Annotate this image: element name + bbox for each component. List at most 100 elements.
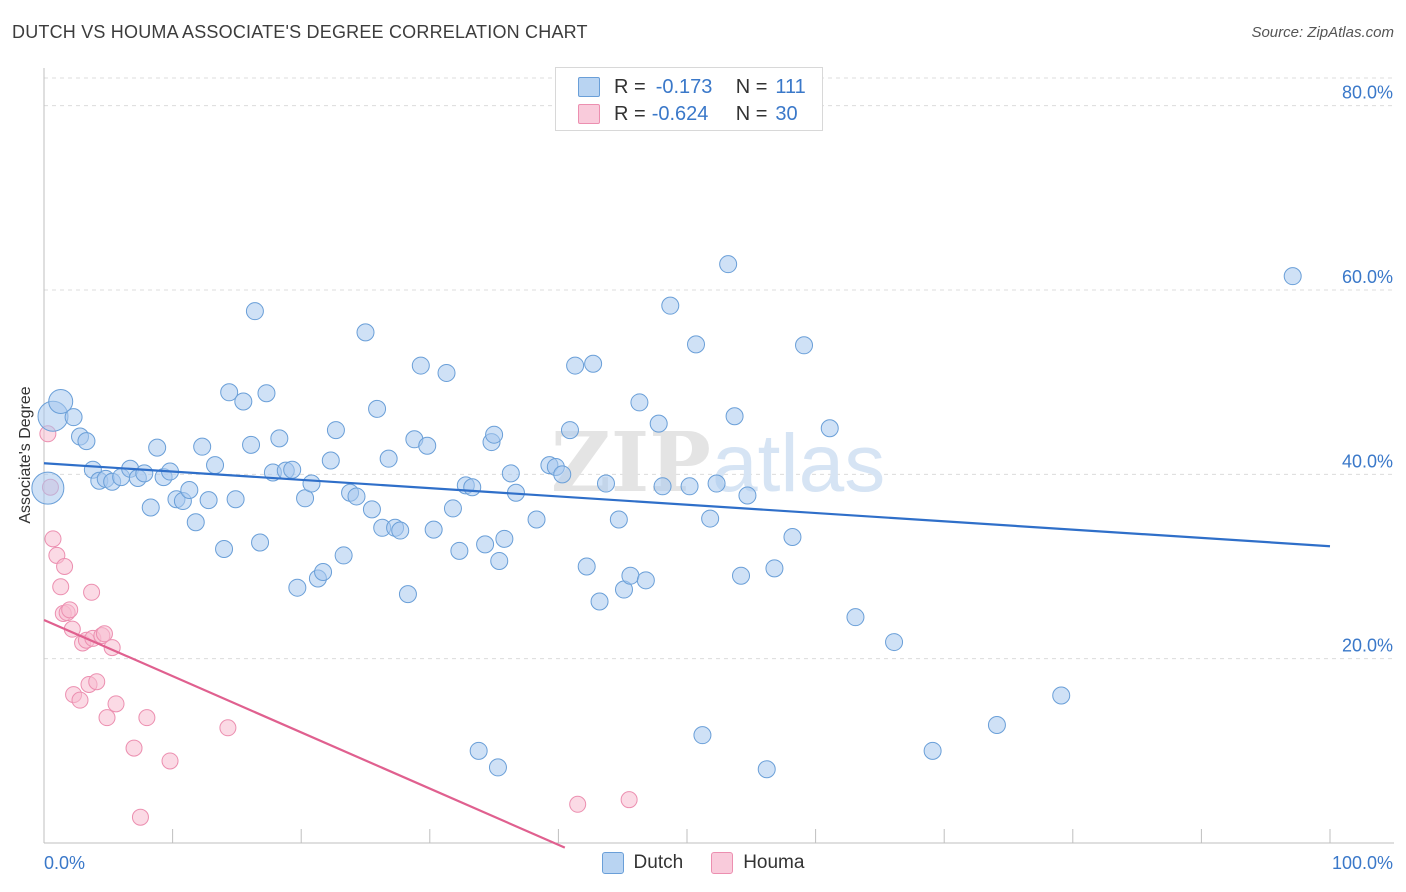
houma-r-value: -0.624 bbox=[651, 102, 709, 125]
dutch-point bbox=[485, 425, 504, 444]
dutch-point bbox=[437, 363, 456, 382]
dutch-point bbox=[577, 557, 596, 576]
dutch-point bbox=[199, 491, 218, 510]
dutch-point bbox=[590, 592, 609, 611]
dutch-point bbox=[347, 487, 366, 506]
dutch-point bbox=[326, 421, 345, 440]
dutch-point bbox=[321, 451, 340, 470]
dutch-point bbox=[64, 408, 83, 427]
dutch-point bbox=[245, 302, 264, 321]
dutch-point bbox=[391, 521, 410, 540]
dutch-point bbox=[411, 356, 430, 375]
source-label: Source: ZipAtlas.com bbox=[1251, 24, 1394, 41]
dutch-trendline bbox=[43, 462, 1331, 548]
dutch-point bbox=[687, 335, 706, 354]
series-legend: Dutch Houma bbox=[0, 852, 1406, 874]
dutch-point bbox=[226, 490, 245, 509]
dutch-point bbox=[560, 421, 579, 440]
y-tick-label: 20.0% bbox=[1342, 636, 1393, 656]
dutch-point bbox=[242, 435, 261, 454]
dutch-point bbox=[636, 571, 655, 590]
houma-point bbox=[88, 673, 106, 691]
dutch-n-label: N = bbox=[735, 75, 768, 98]
legend-row-dutch: R = -0.173 N = 111 bbox=[578, 75, 806, 99]
dutch-point bbox=[701, 509, 720, 528]
dutch-point bbox=[77, 432, 96, 451]
legend-item-houma: Houma bbox=[711, 852, 804, 874]
tick-labels: 20.0% 40.0% 60.0% 80.0% 0.0% 100.0% bbox=[44, 83, 1393, 873]
y-tick-label: 80.0% bbox=[1342, 83, 1393, 103]
dutch-point bbox=[251, 533, 270, 552]
dutch-point bbox=[450, 541, 469, 560]
dutch-point bbox=[398, 585, 417, 604]
houma-legend-label: Houma bbox=[743, 852, 805, 873]
dutch-swatch bbox=[578, 77, 600, 97]
dutch-point bbox=[566, 356, 585, 375]
axes bbox=[43, 68, 1394, 844]
dutch-point bbox=[738, 486, 757, 505]
houma-point bbox=[95, 625, 113, 643]
dutch-point bbox=[680, 477, 699, 496]
dutch-point bbox=[488, 758, 507, 777]
houma-point bbox=[620, 791, 638, 809]
dutch-point bbox=[379, 449, 398, 468]
dutch-point bbox=[257, 384, 276, 403]
dutch-point bbox=[356, 323, 375, 342]
dutch-point bbox=[469, 741, 488, 760]
dutch-legend-swatch bbox=[601, 852, 624, 874]
dutch-point bbox=[765, 559, 784, 578]
watermark-atlas: atlas bbox=[712, 418, 885, 509]
dutch-point bbox=[362, 500, 381, 519]
dutch-point bbox=[527, 510, 546, 529]
gridlines bbox=[44, 77, 1394, 660]
houma-point bbox=[569, 795, 587, 813]
dutch-point bbox=[653, 477, 672, 496]
houma-point bbox=[107, 695, 125, 713]
dutch-point bbox=[885, 633, 904, 652]
houma-legend-swatch bbox=[711, 852, 734, 874]
dutch-point bbox=[783, 528, 802, 546]
dutch-point bbox=[1052, 686, 1071, 705]
dutch-r-label: R = bbox=[614, 75, 646, 98]
houma-r-label: R = bbox=[614, 102, 646, 125]
houma-point bbox=[83, 583, 101, 601]
dutch-point bbox=[141, 498, 160, 517]
houma-point bbox=[98, 709, 116, 727]
houma-point bbox=[52, 578, 70, 596]
dutch-point bbox=[135, 464, 154, 483]
dutch-legend-label: Dutch bbox=[633, 852, 684, 873]
dutch-point bbox=[609, 510, 628, 529]
houma-point bbox=[219, 719, 237, 737]
dutch-r-value: -0.173 bbox=[655, 75, 713, 98]
dutch-n-value: 111 bbox=[775, 75, 806, 98]
dutch-point bbox=[1283, 267, 1302, 286]
houma-swatch bbox=[578, 104, 600, 124]
dutch-point bbox=[48, 389, 74, 415]
chart-title: DUTCH VS HOUMA ASSOCIATE'S DEGREE CORREL… bbox=[12, 22, 588, 42]
dutch-point bbox=[148, 438, 167, 457]
dutch-point bbox=[302, 474, 321, 493]
houma-point bbox=[56, 557, 74, 575]
dutch-point bbox=[596, 474, 615, 493]
dutch-point bbox=[757, 760, 776, 779]
dutch-point bbox=[288, 578, 307, 597]
dutch-point bbox=[476, 535, 495, 554]
dutch-point bbox=[630, 393, 649, 412]
y-tick-label: 60.0% bbox=[1342, 267, 1393, 287]
dutch-point bbox=[732, 566, 751, 585]
trendlines bbox=[43, 462, 1331, 849]
dutch-point bbox=[495, 529, 514, 548]
dutch-point bbox=[220, 383, 239, 402]
dutch-point bbox=[725, 407, 744, 426]
dutch-point bbox=[846, 608, 865, 627]
houma-points bbox=[39, 425, 638, 826]
dutch-point bbox=[584, 354, 603, 373]
dutch-point bbox=[31, 471, 65, 505]
dutch-point bbox=[206, 456, 225, 475]
houma-point bbox=[125, 739, 143, 757]
dutch-point bbox=[234, 392, 253, 411]
dutch-point bbox=[443, 499, 462, 518]
dutch-point bbox=[270, 429, 289, 448]
houma-point bbox=[138, 709, 156, 727]
